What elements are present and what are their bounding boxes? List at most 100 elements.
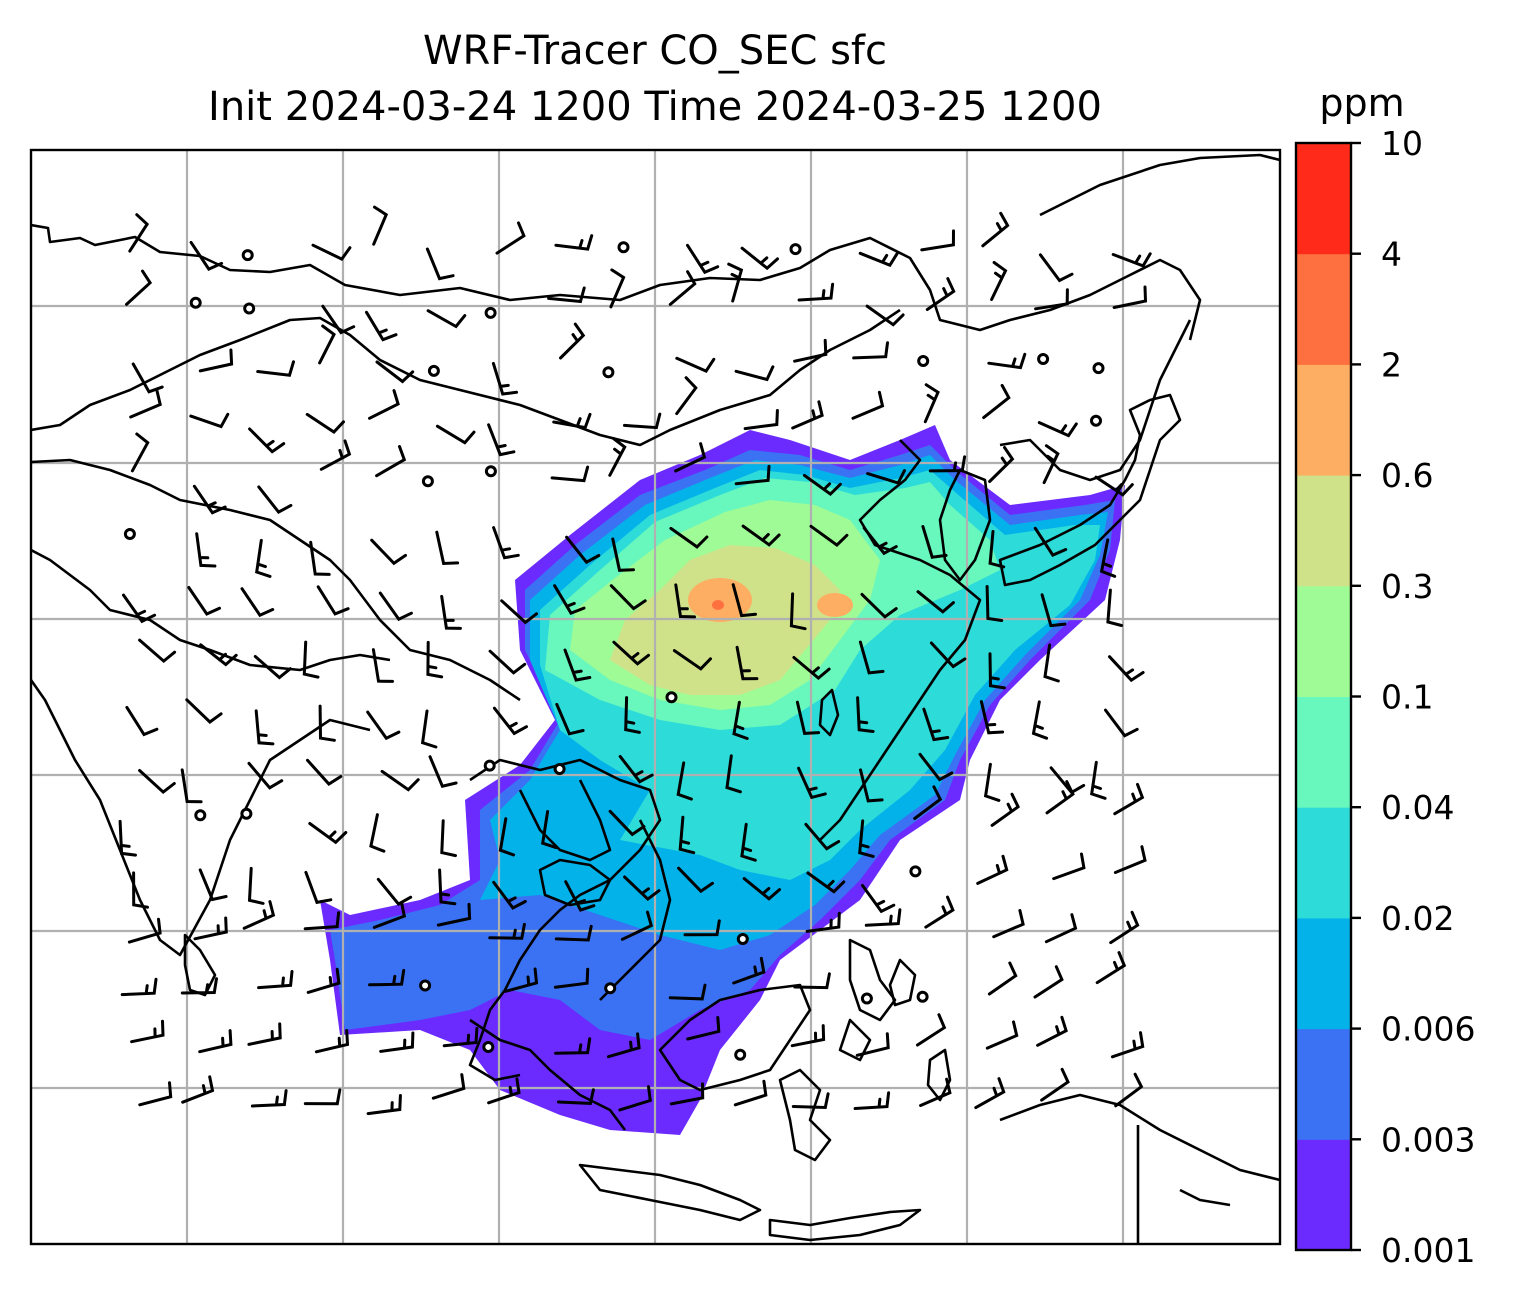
- calm-wind-circle: [1092, 362, 1105, 375]
- wind-barb: [990, 261, 1008, 301]
- colorbar-unit-label: ppm: [1319, 81, 1404, 125]
- wind-barb: [1038, 253, 1074, 283]
- wind-barb: [791, 1092, 830, 1110]
- wind-barb: [488, 922, 526, 940]
- wind-barb: [919, 1077, 952, 1107]
- wind-barb: [791, 400, 824, 430]
- wind-barb: [372, 900, 407, 929]
- wind-barb: [1045, 780, 1075, 815]
- wind-barb: [856, 696, 875, 733]
- wind-barb: [988, 530, 1006, 569]
- wind-barb: [199, 643, 238, 667]
- coastline: [578, 1163, 762, 1222]
- field-band-06: [817, 593, 853, 617]
- wind-barb: [425, 247, 455, 281]
- wind-barb: [1040, 593, 1067, 628]
- wind-barb: [865, 304, 905, 327]
- wind-barb: [428, 755, 458, 788]
- wind-barb: [859, 768, 884, 803]
- wind-barb: [740, 822, 757, 862]
- wind-barb: [559, 322, 586, 360]
- calm-wind-circle: [665, 691, 678, 704]
- wind-barb: [976, 854, 1009, 885]
- calm-wind-circle: [189, 296, 202, 309]
- map-title-line-1: WRF-Tracer CO_SEC sfc: [422, 28, 888, 74]
- wind-barb: [852, 341, 889, 360]
- wind-barb: [675, 376, 698, 416]
- wind-barb: [368, 968, 406, 987]
- wind-barb: [242, 900, 276, 930]
- wind-barb: [302, 640, 320, 679]
- colorbar-tick-label: 0.006: [1381, 1010, 1475, 1049]
- colorbar-tick-label: 0.1: [1381, 678, 1433, 717]
- wind-barb: [500, 599, 538, 625]
- wind-barb: [858, 251, 899, 268]
- wind-barb: [987, 352, 1027, 370]
- wind-barb: [612, 640, 650, 666]
- wind-barb: [366, 710, 401, 741]
- coastline: [468, 758, 662, 1082]
- wind-barb: [426, 309, 467, 329]
- wind-barb: [793, 972, 831, 990]
- wind-barb: [1090, 760, 1107, 800]
- wind-barb: [1104, 708, 1139, 738]
- wind-barb: [314, 1029, 350, 1054]
- wind-barb: [1040, 1067, 1070, 1102]
- wind-barb: [988, 652, 1006, 690]
- wind-barb: [198, 868, 228, 902]
- colorbar-block-7: [1296, 364, 1351, 476]
- calm-wind-circle: [789, 243, 802, 256]
- wind-barb: [369, 813, 386, 853]
- wind-barb: [250, 1089, 288, 1108]
- wind-barb: [924, 895, 955, 929]
- wind-barb: [1114, 1072, 1144, 1108]
- wind-barb: [686, 1016, 721, 1041]
- wind-barb: [131, 362, 164, 394]
- wind-barb: [928, 455, 967, 473]
- wind-barb: [727, 262, 744, 303]
- coastline: [848, 938, 897, 1022]
- wind-barb: [256, 360, 295, 377]
- calm-wind-circle: [602, 366, 615, 379]
- wind-barb: [138, 1081, 173, 1107]
- wind-barb: [240, 587, 275, 618]
- coastline: [818, 688, 840, 737]
- wind-barb: [556, 1088, 595, 1105]
- wind-barb: [253, 655, 292, 680]
- wind-barb: [316, 585, 350, 616]
- coastline: [838, 1018, 872, 1062]
- wind-barb: [370, 538, 407, 566]
- wind-barb: [554, 924, 593, 942]
- wind-barb: [498, 817, 516, 857]
- wind-barb: [1033, 965, 1064, 999]
- wind-barb: [255, 538, 272, 578]
- wind-barb: [858, 819, 875, 858]
- colorbar-block-9: [1296, 143, 1351, 255]
- wind-barb: [851, 390, 885, 420]
- calm-wind-circle: [916, 990, 929, 1003]
- coastline: [1179, 1188, 1231, 1207]
- wind-barb: [916, 590, 955, 614]
- wind-barb: [304, 870, 333, 905]
- wind-barb: [491, 361, 519, 396]
- wind-barb: [609, 584, 647, 611]
- wind-barb: [676, 761, 693, 801]
- wind-barb: [795, 700, 821, 735]
- wind-barb: [1034, 288, 1069, 311]
- wind-barb: [247, 866, 265, 905]
- wind-barb: [185, 698, 223, 724]
- wind-barb: [861, 884, 896, 914]
- calm-wind-circle: [240, 807, 253, 820]
- wind-barbs: [118, 205, 1152, 1116]
- wind-barb: [564, 880, 596, 912]
- wind-barb: [1110, 1031, 1145, 1059]
- wind-barb: [257, 485, 293, 515]
- colorbar-tick-label: 4: [1381, 235, 1402, 274]
- wind-barb: [913, 785, 943, 820]
- wind-barb: [180, 977, 218, 995]
- wind-barb: [1031, 700, 1049, 740]
- wind-barb: [132, 871, 149, 909]
- wind-barb: [180, 768, 203, 804]
- wind-barb: [565, 535, 601, 565]
- field-band-2: [712, 600, 724, 610]
